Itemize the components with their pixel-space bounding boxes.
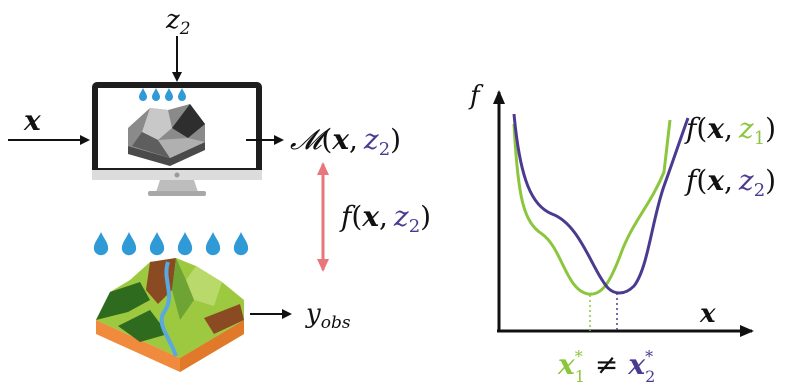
terrain-landscape-icon [96,258,244,372]
plot-y-axis-label: f [468,81,484,111]
z2-input-label: z2 [165,5,191,39]
terrain-model-icon [128,104,205,166]
model-output-label: 𝓜(x, z2) [290,123,401,160]
x-input-label: x [23,104,41,137]
objective-plot: f x f(x, z1) f(x, z2) x* 1 ≠ x* 2 [468,81,776,386]
misfit-function-label: f(x, z2) [339,200,431,237]
legend-f-z2: f(x, z2) [684,164,776,201]
observation-label: yobs [305,299,351,333]
legend-f-z1: f(x, z1) [684,112,776,149]
curve-f-z1 [512,119,672,296]
computer-monitor-icon [92,82,262,196]
plot-x-axis-label: x [699,299,716,329]
raindrop-icon [93,232,249,256]
curve-f-z2 [512,113,690,295]
optima-inequality: x* 1 ≠ x* 2 [557,347,655,386]
